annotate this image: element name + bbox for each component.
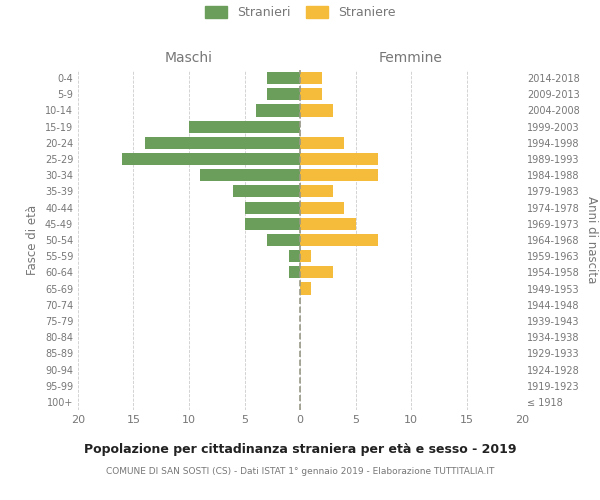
Bar [233, 186, 300, 198]
Bar [300, 88, 322, 101]
Bar [267, 234, 300, 246]
Bar [267, 72, 300, 84]
Bar [300, 282, 311, 294]
Bar [300, 72, 322, 84]
Bar [245, 202, 300, 213]
Bar [289, 250, 300, 262]
Bar [300, 218, 356, 230]
Text: COMUNE DI SAN SOSTI (CS) - Dati ISTAT 1° gennaio 2019 - Elaborazione TUTTITALIA.: COMUNE DI SAN SOSTI (CS) - Dati ISTAT 1°… [106, 468, 494, 476]
Bar [300, 234, 378, 246]
Bar [256, 104, 300, 117]
Bar [300, 169, 378, 181]
Bar [289, 266, 300, 278]
Bar [300, 266, 334, 278]
Legend: Stranieri, Straniere: Stranieri, Straniere [201, 2, 399, 23]
Bar [200, 169, 300, 181]
Bar [145, 137, 300, 149]
Bar [300, 186, 334, 198]
Bar [189, 120, 300, 132]
Bar [300, 137, 344, 149]
Text: Popolazione per cittadinanza straniera per età e sesso - 2019: Popolazione per cittadinanza straniera p… [84, 442, 516, 456]
Bar [245, 218, 300, 230]
Bar [122, 153, 300, 165]
Bar [300, 153, 378, 165]
Text: Maschi: Maschi [165, 51, 213, 65]
Bar [267, 88, 300, 101]
Y-axis label: Anni di nascita: Anni di nascita [585, 196, 598, 284]
Bar [300, 250, 311, 262]
Bar [300, 202, 344, 213]
Bar [300, 104, 334, 117]
Text: Femmine: Femmine [379, 51, 443, 65]
Y-axis label: Fasce di età: Fasce di età [26, 205, 39, 275]
